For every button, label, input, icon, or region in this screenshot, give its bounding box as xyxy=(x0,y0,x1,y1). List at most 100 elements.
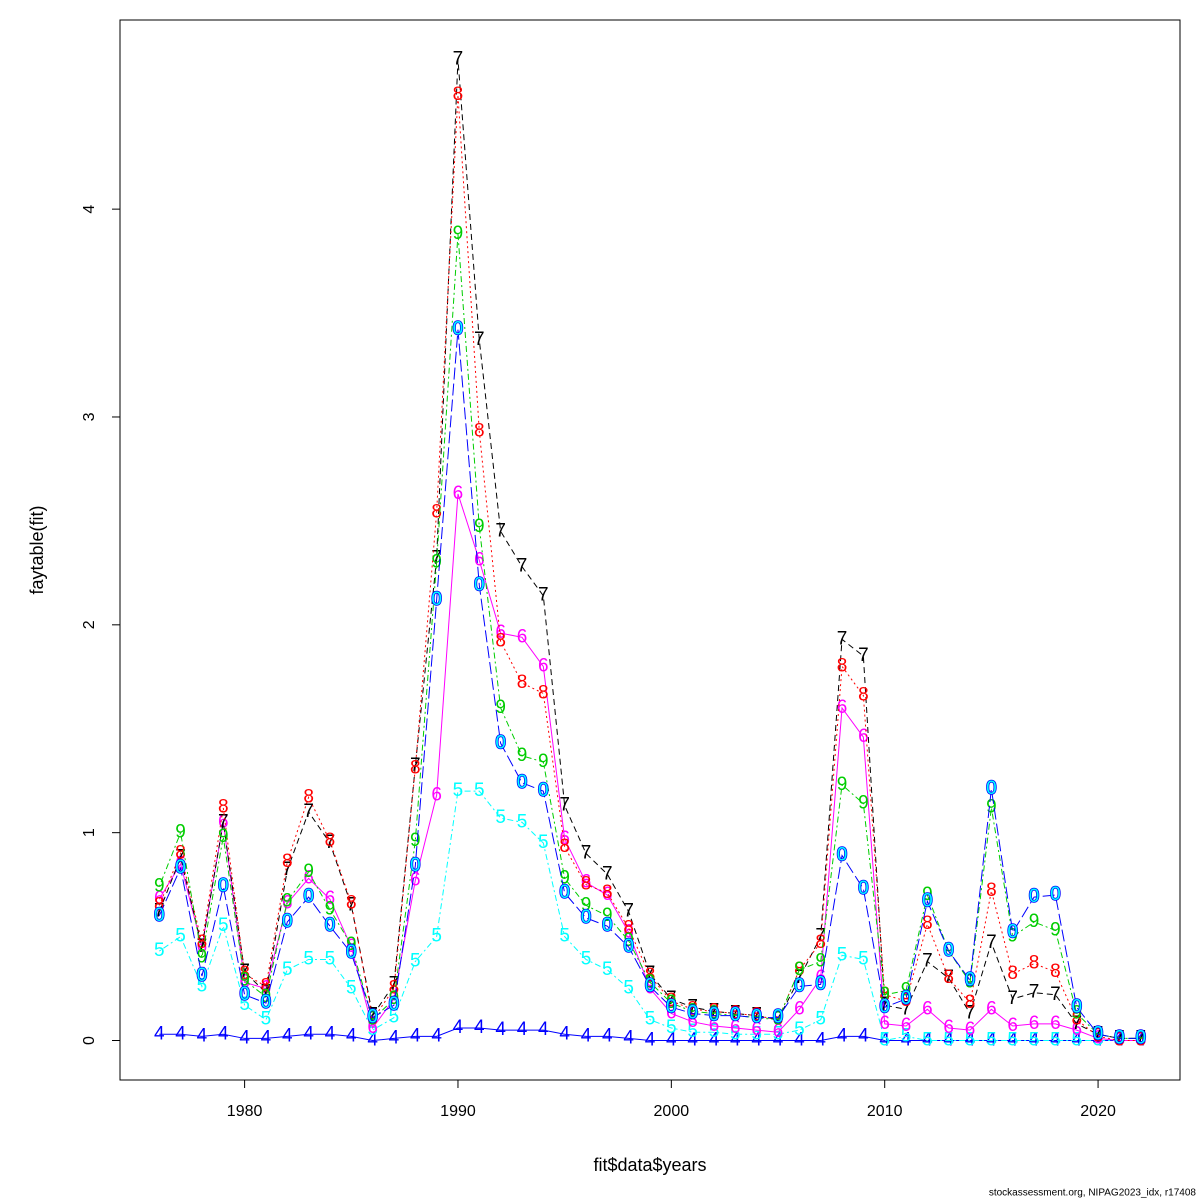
point-label: 7 xyxy=(282,859,293,880)
y-tick-label: 2 xyxy=(81,620,98,629)
point-label: 8 xyxy=(965,992,976,1013)
point-label: 7 xyxy=(794,967,805,988)
point-label: 6 xyxy=(623,921,634,942)
point-label: 5 xyxy=(751,1023,762,1044)
point-label: 0 xyxy=(623,936,634,957)
point-label: 0 xyxy=(495,732,506,753)
point-label: 9 xyxy=(837,774,848,795)
point-label: 9 xyxy=(410,830,421,851)
point-label: 9 xyxy=(623,930,634,951)
point-label: 0 xyxy=(1135,1027,1146,1048)
point-label: 8 xyxy=(282,851,293,872)
series-line xyxy=(158,234,1141,1039)
point-label: 7 xyxy=(303,801,314,822)
point-label: 6 xyxy=(1007,1015,1018,1036)
point-label: 4 xyxy=(346,1025,357,1046)
x-tick-label: 1980 xyxy=(227,1103,263,1120)
point-label: 5 xyxy=(965,1030,976,1051)
point-label: 8 xyxy=(581,874,592,895)
point-label: 4 xyxy=(709,1030,720,1051)
point-label: 9 xyxy=(495,697,506,718)
point-label: 7 xyxy=(666,988,677,1009)
point-label: 7 xyxy=(986,932,997,953)
point-label: 8 xyxy=(474,421,485,442)
point-label: 8 xyxy=(559,836,570,857)
point-label: 9 xyxy=(986,797,997,818)
point-label: 0 xyxy=(581,907,592,928)
point-label: 7 xyxy=(773,1009,784,1030)
point-label: 9 xyxy=(687,1000,698,1021)
point-label: 0 xyxy=(986,778,997,799)
point-label: 8 xyxy=(495,630,506,651)
point-label: 9 xyxy=(1135,1027,1146,1048)
point-label: 6 xyxy=(453,483,464,504)
series-line xyxy=(158,94,1141,1042)
point-label: 5 xyxy=(879,1030,890,1051)
point-label: 9 xyxy=(602,905,613,926)
point-label: 8 xyxy=(623,917,634,938)
point-label: 0 xyxy=(602,915,613,936)
point-label: 6 xyxy=(410,869,421,890)
point-label: 6 xyxy=(901,1015,912,1036)
point-label: 8 xyxy=(922,913,933,934)
y-tick-label: 4 xyxy=(81,205,98,214)
point-label: 8 xyxy=(751,1005,762,1026)
point-label: 9 xyxy=(1029,911,1040,932)
point-label: 5 xyxy=(346,978,357,999)
footer: stockassessment.org, NIPAG2023_idx, r174… xyxy=(989,1188,1197,1199)
point-label: 6 xyxy=(474,549,485,570)
point-label: 8 xyxy=(666,990,677,1011)
point-label: 9 xyxy=(709,1003,720,1024)
point-label: 4 xyxy=(154,1023,165,1044)
point-label: 4 xyxy=(623,1027,634,1048)
y-tick-label: 1 xyxy=(81,828,98,837)
point-label: 5 xyxy=(837,944,848,965)
point-label: 6 xyxy=(773,1021,784,1042)
point-label: 6 xyxy=(794,998,805,1019)
point-label: 5 xyxy=(410,951,421,972)
point-label: 0 xyxy=(474,574,485,595)
point-label: 9 xyxy=(815,951,826,972)
point-label: 9 xyxy=(453,223,464,244)
point-label: 0 xyxy=(559,882,570,903)
point-label: 5 xyxy=(602,959,613,980)
point-label: 6 xyxy=(218,811,229,832)
point-label: 6 xyxy=(581,872,592,893)
point-label: 0 xyxy=(410,855,421,876)
point-label: 5 xyxy=(730,1023,741,1044)
point-label: 4 xyxy=(751,1030,762,1051)
point-label: 8 xyxy=(517,672,528,693)
point-label: 9 xyxy=(794,959,805,980)
point-label: 5 xyxy=(303,948,314,969)
point-label: 5 xyxy=(474,780,485,801)
point-label: 9 xyxy=(367,1009,378,1030)
point-label: 0 xyxy=(538,780,549,801)
point-label: 7 xyxy=(154,901,165,922)
point-label: 7 xyxy=(837,628,848,649)
point-label: 5 xyxy=(1029,1030,1040,1051)
point-label: 8 xyxy=(1007,963,1018,984)
point-label: 7 xyxy=(495,520,506,541)
point-label: 7 xyxy=(325,832,336,853)
point-label: 4 xyxy=(197,1025,208,1046)
point-label: 5 xyxy=(517,811,528,832)
point-label: 9 xyxy=(175,822,186,843)
point-label: 6 xyxy=(367,1017,378,1038)
point-label: 6 xyxy=(1071,1019,1082,1040)
point-label: 4 xyxy=(645,1030,656,1051)
point-label: 6 xyxy=(965,1019,976,1040)
point-label: 4 xyxy=(581,1025,592,1046)
point-label: 7 xyxy=(1071,1013,1082,1034)
point-label: 0 xyxy=(751,1007,762,1028)
series-line xyxy=(158,329,1141,1039)
point-label: 4 xyxy=(538,1019,549,1040)
point-label: 0 xyxy=(431,589,442,610)
point-label: 6 xyxy=(346,936,357,957)
point-label: 4 xyxy=(901,1030,912,1051)
point-label: 5 xyxy=(197,975,208,996)
point-label: 8 xyxy=(346,892,357,913)
point-label: 4 xyxy=(474,1017,485,1038)
point-label: 5 xyxy=(901,1025,912,1046)
point-label: 5 xyxy=(453,780,464,801)
